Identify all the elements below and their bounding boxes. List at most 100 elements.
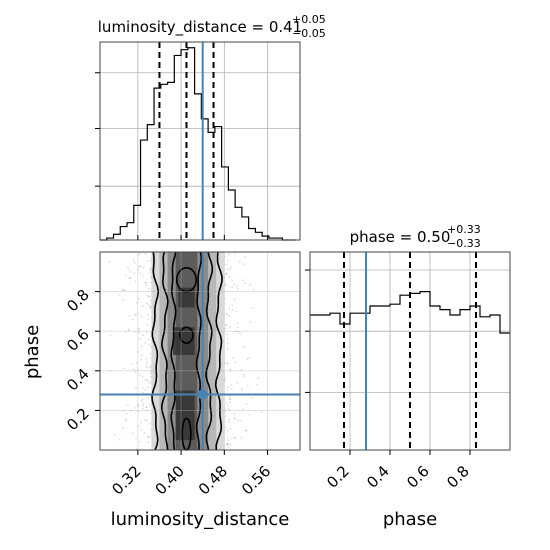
scatter-point [134,280,137,283]
contour-loop [179,326,194,344]
scatter-point [228,420,230,423]
scatter-point [226,443,229,445]
scatter-point [227,446,230,448]
scatter-point [145,364,148,366]
density-core [178,287,195,308]
scatter-point [245,429,248,432]
scatter-point [142,334,144,336]
scatter-point [147,386,149,389]
scatter-point [149,352,151,355]
scatter-point [131,318,134,320]
scatter-point [224,377,226,379]
scatter-point [147,314,150,316]
scatter-point [148,436,150,438]
scatter-point [141,315,143,318]
scatter-point [145,419,148,422]
scatter-point [230,384,233,386]
scatter-point [144,379,146,381]
y-tick-label: 0.4 [63,365,93,395]
scatter-point [142,266,144,269]
scatter-point [145,361,148,364]
scatter-point [237,326,240,329]
scatter-point [239,332,241,335]
scatter-point [234,417,236,419]
scatter-point [225,263,227,265]
scatter-point [233,298,236,301]
scatter-point [236,322,239,325]
scatter-point [250,396,253,399]
scatter-point [225,273,227,276]
contour-line [170,251,177,451]
x-tick-label: 0.2 [323,462,353,492]
scatter-point [228,398,231,401]
contour-line [214,251,223,451]
scatter-point [145,358,147,360]
scatter-point [232,357,235,359]
scatter-point [237,287,239,290]
scatter-point [147,396,150,399]
phase-title-minus: −0.33 [447,237,481,250]
scatter-point [227,407,229,410]
scatter-point [141,375,144,378]
scatter-point [147,296,150,298]
scatter-point [147,436,149,438]
scatter-point [149,267,152,270]
scatter-point [141,400,143,402]
scatter-point [135,313,137,316]
scatter-point [233,252,236,254]
scatter-point [144,281,147,284]
phase-histogram-panel: phase = 0.50 +0.33 −0.33 0.2 0.4 0.6 0.8 [305,223,511,492]
x-tick-label: 0.40 [152,462,188,498]
scatter-point [149,305,152,308]
scatter-point [133,368,135,371]
scatter-point [146,260,149,263]
scatter-point [240,436,243,439]
scatter-point [128,277,131,279]
scatter-point [141,305,144,308]
scatter-point [125,420,128,422]
scatter-point [142,391,145,394]
scatter-point [242,279,244,281]
scatter-point [149,271,151,274]
contour-line [151,251,160,451]
scatter-point [138,440,141,443]
scatter-point [149,281,152,284]
scatter-point [227,386,229,389]
scatter-point [244,282,246,285]
scatter-point [129,277,132,279]
scatter-point [241,387,243,389]
scatter-point [241,388,243,391]
scatter-point [146,366,148,368]
scatter-point [246,358,249,360]
luminosity-distance-title-minus: −0.05 [292,27,326,40]
scatter-point [131,363,133,365]
scatter-point [141,274,144,277]
scatter-point [138,331,140,334]
luminosity-distance-title: luminosity_distance = 0.41 [98,18,302,37]
scatter-point [144,281,147,284]
scatter-point [123,367,126,370]
scatter-point [148,381,151,384]
scatter-point [248,413,251,416]
scatter-point [149,404,151,406]
scatter-point [140,358,143,361]
scatter-point [225,443,228,445]
scatter-point [243,375,246,378]
scatter-point [226,259,229,262]
scatter-point [135,437,137,440]
scatter-point [139,337,142,340]
scatter-point [226,312,228,315]
scatter-point [144,342,146,344]
scatter-point [144,253,147,255]
scatter-point [238,260,241,263]
scatter-point [127,328,130,330]
scatter-point [149,307,152,309]
scatter-point [141,387,144,390]
phase-title-plus: +0.33 [447,223,481,236]
scatter-point [124,289,126,292]
scatter-point [150,259,152,262]
scatter-point [133,272,136,274]
scatter-point [128,315,131,317]
scatter-point [236,382,239,384]
